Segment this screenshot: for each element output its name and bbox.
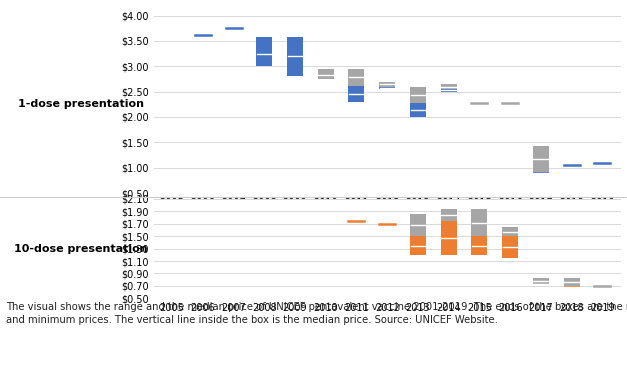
Bar <box>379 87 395 89</box>
Bar <box>502 236 518 258</box>
Bar <box>256 37 272 66</box>
Text: 1-dose presentation: 1-dose presentation <box>18 99 144 109</box>
Bar <box>533 284 549 285</box>
Bar <box>441 209 456 221</box>
Bar <box>410 215 426 236</box>
Bar <box>318 69 334 79</box>
Bar <box>349 69 364 85</box>
Bar <box>472 236 487 255</box>
Bar <box>533 278 549 284</box>
Bar <box>287 37 303 76</box>
Bar <box>533 172 549 174</box>
Text: The visual shows the range and the median price of UNICEF pentavalent vaccine 20: The visual shows the range and the media… <box>6 302 627 325</box>
Bar <box>533 146 549 172</box>
Bar <box>564 278 579 286</box>
Bar <box>441 89 456 92</box>
Bar <box>472 209 487 236</box>
Bar <box>564 286 579 287</box>
Text: 10-dose presentation: 10-dose presentation <box>14 244 148 254</box>
Bar <box>441 221 456 255</box>
Bar <box>410 87 426 103</box>
Bar <box>441 84 456 89</box>
Bar <box>410 103 426 117</box>
Bar <box>379 82 395 87</box>
Bar <box>349 85 364 102</box>
Bar <box>410 236 426 255</box>
Bar <box>502 227 518 236</box>
